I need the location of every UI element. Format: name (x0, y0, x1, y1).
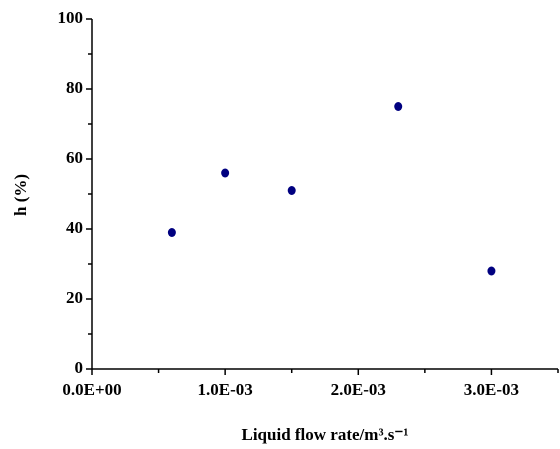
x-axis-title: Liquid flow rate/m³.s⁻¹ (242, 425, 409, 444)
y-tick-label: 100 (58, 8, 84, 27)
x-tick-label: 2.0E-03 (331, 380, 386, 399)
point (487, 266, 496, 276)
y-tick-label: 20 (66, 288, 83, 307)
point (221, 168, 230, 178)
y-tick-label: 60 (66, 148, 83, 167)
x-tick-label: 3.0E-03 (464, 380, 519, 399)
y-tick-label: 0 (75, 358, 84, 377)
point (167, 228, 176, 237)
y-axis-title: h (%) (11, 174, 30, 216)
point (287, 186, 296, 195)
y-tick-label: 40 (66, 218, 83, 237)
y-tick-label: 80 (66, 78, 83, 97)
x-tick-label: 0.0E+00 (62, 380, 121, 399)
point (394, 102, 403, 111)
x-tick-label: 1.0E-03 (198, 380, 253, 399)
